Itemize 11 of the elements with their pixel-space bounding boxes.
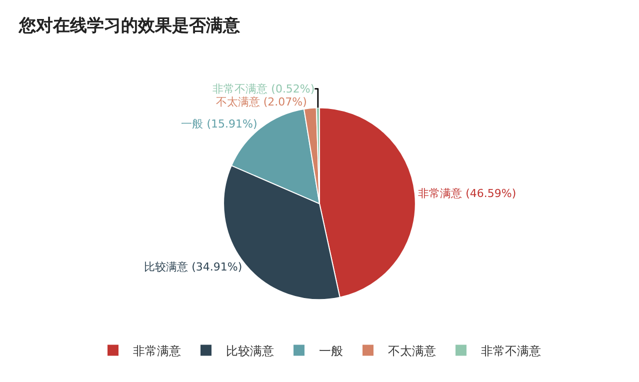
data-label: 一般 (15.91%) <box>181 117 258 130</box>
legend-label: 非常满意 <box>133 344 181 358</box>
legend-label: 非常不满意 <box>481 344 541 358</box>
legend-label: 一般 <box>319 344 343 358</box>
chart-title: 您对在线学习的效果是否满意 <box>18 16 242 36</box>
legend-label: 不太满意 <box>388 344 436 358</box>
data-label: 比较满意 (34.91%) <box>144 260 242 274</box>
data-label: 非常不满意 (0.52%) <box>212 82 315 96</box>
data-label: 不太满意 (2.07%) <box>216 95 307 108</box>
data-label: 非常满意 (46.59%) <box>418 186 516 200</box>
legend-label: 比较满意 <box>226 344 274 358</box>
